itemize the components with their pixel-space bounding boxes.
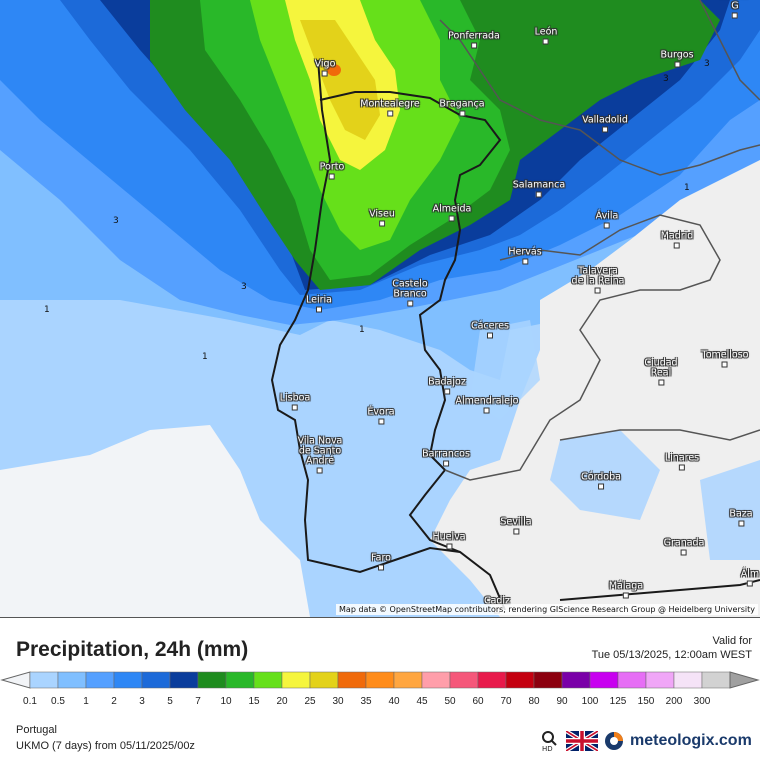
scale-tick-label: 90 (556, 696, 568, 707)
scale-bin (561, 671, 591, 689)
precip-patch-extremadura (470, 320, 540, 420)
contour-label: 3 (663, 74, 669, 84)
brand-name[interactable]: meteologix.com (630, 732, 752, 749)
scale-tick-label: 25 (304, 696, 316, 707)
scale-bin (393, 671, 423, 689)
scale-tick-label: 3 (139, 696, 145, 707)
coastline (270, 59, 506, 611)
contour-label: 3 (113, 216, 119, 226)
scale-tick-label: 35 (360, 696, 372, 707)
scale-bin (617, 671, 647, 689)
scale-tick-label: 60 (472, 696, 484, 707)
scale-bin (449, 671, 479, 689)
coastline-south-spain (559, 579, 760, 601)
scale-bin (337, 671, 367, 689)
scale-left-arrow (0, 671, 31, 689)
scale-bin (701, 671, 731, 689)
scale-bin (281, 671, 311, 689)
scale-bin (365, 671, 395, 689)
region-label: Portugal (16, 724, 57, 736)
scale-tick-label: 300 (693, 696, 711, 707)
scale-bin (645, 671, 675, 689)
scale-tick-label: 10 (220, 696, 232, 707)
scale-tick-label: 0.1 (23, 696, 37, 707)
map-canvas (0, 0, 760, 617)
scale-tick-label: 30 (332, 696, 344, 707)
scale-bin (225, 671, 255, 689)
scale-tick-label: 1 (83, 696, 89, 707)
chart-title: Precipitation, 24h (mm) (16, 638, 249, 661)
precip-patch-south (550, 430, 660, 520)
contour-label: 1 (44, 305, 50, 315)
scale-bin (113, 671, 143, 689)
hd-zoom-icon[interactable]: HD (540, 730, 560, 752)
scale-bin (57, 671, 87, 689)
scale-bin (197, 671, 227, 689)
legend-panel: Precipitation, 24h (mm) Valid for Tue 05… (0, 618, 760, 760)
scale-tick-label: 125 (609, 696, 627, 707)
scale-tick-label: 0.5 (51, 696, 65, 707)
scale-bin (505, 671, 535, 689)
scale-tick-label: 70 (500, 696, 512, 707)
region-border-2 (444, 214, 721, 481)
scale-tick-label: 200 (665, 696, 683, 707)
scale-bin (309, 671, 339, 689)
scale-bin (253, 671, 283, 689)
scale-bin (533, 671, 563, 689)
scale-right-arrow (729, 671, 760, 689)
scale-tick-label: 100 (581, 696, 599, 707)
region-border-north (699, 0, 760, 101)
scale-bin (673, 671, 703, 689)
scale-tick-label: 20 (276, 696, 288, 707)
precip-25 (300, 20, 380, 140)
scale-tick-label: 80 (528, 696, 540, 707)
contour-label: 3 (704, 59, 710, 69)
footer-tools: HD meteologix.com (540, 730, 752, 752)
scale-bin (141, 671, 171, 689)
precipitation-map[interactable]: Vitoria-GLeónPonferradaVigoBurgosMonteal… (0, 0, 760, 618)
precip-30 (327, 64, 341, 76)
model-run-label: UKMO (7 days) from 05/11/2025/00z (16, 740, 195, 752)
dry-sea-region (0, 425, 310, 617)
uk-flag-icon[interactable] (566, 731, 598, 751)
region-border-1 (439, 19, 760, 176)
scale-bin (169, 671, 199, 689)
dry-land-spain (430, 160, 760, 617)
scale-tick-label: 45 (416, 696, 428, 707)
valid-label: Valid for (712, 635, 752, 647)
contour-label: 3 (241, 282, 247, 292)
scale-tick-label: 7 (195, 696, 201, 707)
scale-tick-label: 5 (167, 696, 173, 707)
contour-label: 1 (359, 325, 365, 335)
scale-bin (421, 671, 451, 689)
hd-label: HD (542, 745, 553, 752)
scale-bin (29, 671, 59, 689)
scale-bin (589, 671, 619, 689)
scale-tick-label: 50 (444, 696, 456, 707)
meteologix-logo-icon (605, 732, 623, 750)
valid-time: Tue 05/13/2025, 12:00am WEST (591, 649, 752, 661)
scale-tick-label: 40 (388, 696, 400, 707)
contour-label: 1 (202, 352, 208, 362)
map-attribution[interactable]: Map data © OpenStreetMap contributors, r… (336, 604, 758, 615)
contour-label: 1 (684, 183, 690, 193)
scale-bin (477, 671, 507, 689)
scale-tick-label: 150 (637, 696, 655, 707)
scale-bin (85, 671, 115, 689)
color-scale-bar (0, 671, 760, 689)
precip-patch-southeast (700, 460, 760, 560)
scale-tick-label: 15 (248, 696, 260, 707)
region-border-3 (559, 429, 760, 441)
scale-tick-label: 2 (111, 696, 117, 707)
